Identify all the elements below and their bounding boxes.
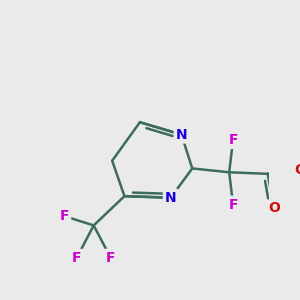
Text: F: F — [228, 198, 238, 212]
Text: F: F — [60, 209, 69, 223]
Text: F: F — [228, 133, 238, 147]
Text: F: F — [72, 251, 82, 265]
Text: N: N — [165, 191, 176, 205]
Text: F: F — [106, 251, 116, 265]
Text: O: O — [294, 163, 300, 177]
Text: N: N — [176, 128, 187, 142]
Text: O: O — [268, 202, 280, 215]
